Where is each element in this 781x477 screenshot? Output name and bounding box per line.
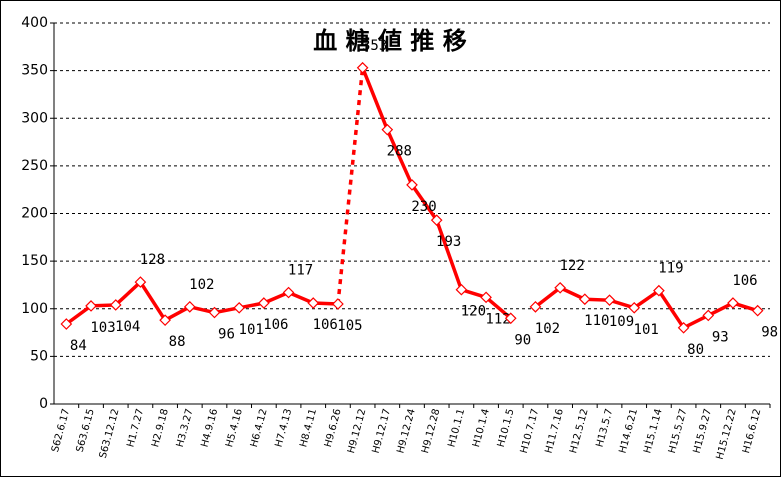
data-label: 98 xyxy=(761,325,778,341)
data-label: 106 xyxy=(263,317,288,333)
data-label: 103 xyxy=(90,320,115,336)
data-label: 110 xyxy=(584,313,609,329)
data-label: 102 xyxy=(535,321,560,337)
data-label: 230 xyxy=(411,199,436,215)
data-label: 193 xyxy=(436,234,461,250)
data-label: 109 xyxy=(609,314,634,330)
marker xyxy=(603,294,616,307)
marker xyxy=(159,314,171,327)
marker xyxy=(134,276,147,288)
marker xyxy=(554,281,566,294)
y-tick-label: 250 xyxy=(21,158,48,174)
data-label: 104 xyxy=(115,319,140,335)
marker xyxy=(480,291,492,304)
data-label: 80 xyxy=(687,342,704,358)
data-label: 102 xyxy=(189,277,214,293)
data-label: 128 xyxy=(140,252,165,268)
marker xyxy=(406,179,418,191)
marker xyxy=(727,297,739,309)
marker xyxy=(381,123,394,136)
data-label: 112 xyxy=(485,311,510,327)
y-tick-label: 350 xyxy=(21,63,48,79)
chart-title: 血 糖 値 推 移 xyxy=(313,27,466,55)
marker xyxy=(85,300,97,312)
marker xyxy=(430,214,443,227)
marker xyxy=(307,297,320,309)
data-label: 106 xyxy=(732,273,757,289)
marker xyxy=(455,283,468,296)
marker xyxy=(258,297,270,309)
marker xyxy=(628,301,641,314)
marker xyxy=(677,321,690,334)
data-label: 96 xyxy=(218,327,235,343)
marker xyxy=(332,298,344,310)
marker xyxy=(233,301,246,314)
data-label: 88 xyxy=(169,334,186,350)
data-label: 353 xyxy=(362,38,387,54)
data-label: 90 xyxy=(514,332,531,348)
data-label: 122 xyxy=(559,258,584,274)
data-label: 105 xyxy=(337,318,362,334)
data-label: 101 xyxy=(634,322,659,338)
marker xyxy=(183,300,196,313)
data-label: 288 xyxy=(387,144,412,160)
y-tick-label: 300 xyxy=(21,110,48,126)
marker xyxy=(529,300,542,313)
data-label: 106 xyxy=(313,317,338,333)
data-label: 101 xyxy=(239,322,264,338)
marker xyxy=(60,318,73,330)
y-tick-label: 400 xyxy=(21,15,48,31)
marker xyxy=(282,286,295,299)
data-label: 84 xyxy=(70,338,87,354)
marker xyxy=(653,284,665,297)
marker xyxy=(504,312,517,325)
marker xyxy=(356,61,369,74)
line-series xyxy=(534,285,759,331)
data-label: 119 xyxy=(658,261,683,277)
marker xyxy=(208,306,221,319)
marker xyxy=(751,304,764,317)
y-tick-label: 100 xyxy=(21,301,48,317)
marker xyxy=(578,293,591,306)
data-label: 120 xyxy=(461,304,486,320)
y-tick-label: 150 xyxy=(21,253,48,269)
y-tick-label: 50 xyxy=(30,348,48,364)
data-label: 117 xyxy=(288,263,313,279)
y-tick-label: 0 xyxy=(39,396,48,412)
marker xyxy=(702,309,715,322)
marker xyxy=(109,299,122,311)
data-label: 93 xyxy=(712,329,729,345)
y-tick-label: 200 xyxy=(21,206,48,222)
